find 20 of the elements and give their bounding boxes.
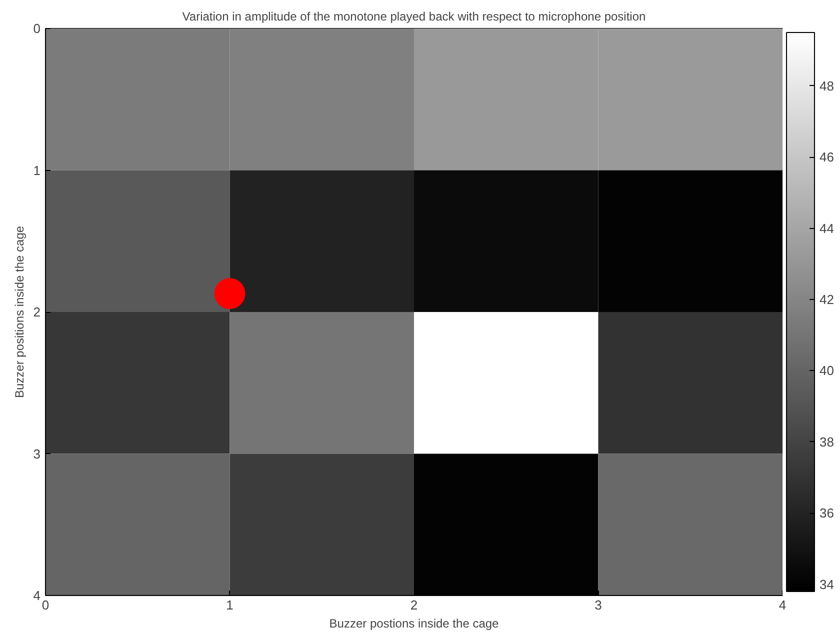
x-tick-label: 4 [778, 598, 786, 612]
color-bar-label: 36 [820, 506, 834, 521]
y-axis-title: Buzzer positions inside the cage [12, 226, 26, 398]
color-bar-label: 46 [820, 150, 834, 165]
chart-title: Variation in amplitude of the monotone played back with respect to microphone position [182, 10, 646, 24]
y-tick-label: 0 [33, 21, 41, 36]
color-bar-label: 34 [820, 576, 834, 592]
y-tick-label: 1 [33, 162, 41, 178]
color-bar-label: 48 [820, 78, 834, 94]
x-tick-label: 1 [226, 598, 234, 612]
color-bar-label: 42 [820, 292, 834, 308]
y-tick-label: 2 [33, 304, 41, 320]
x-tick-label: 3 [594, 598, 602, 612]
color-bar-label: 40 [820, 363, 834, 378]
x-tick-label: 2 [410, 598, 418, 612]
y-tick-label: 3 [33, 446, 41, 462]
color-bar-label: 38 [820, 434, 834, 450]
y-tick-label: 4 [33, 588, 41, 603]
color-bar-label: 44 [820, 220, 834, 236]
x-axis-title: Buzzer postions inside the cage [329, 616, 500, 630]
